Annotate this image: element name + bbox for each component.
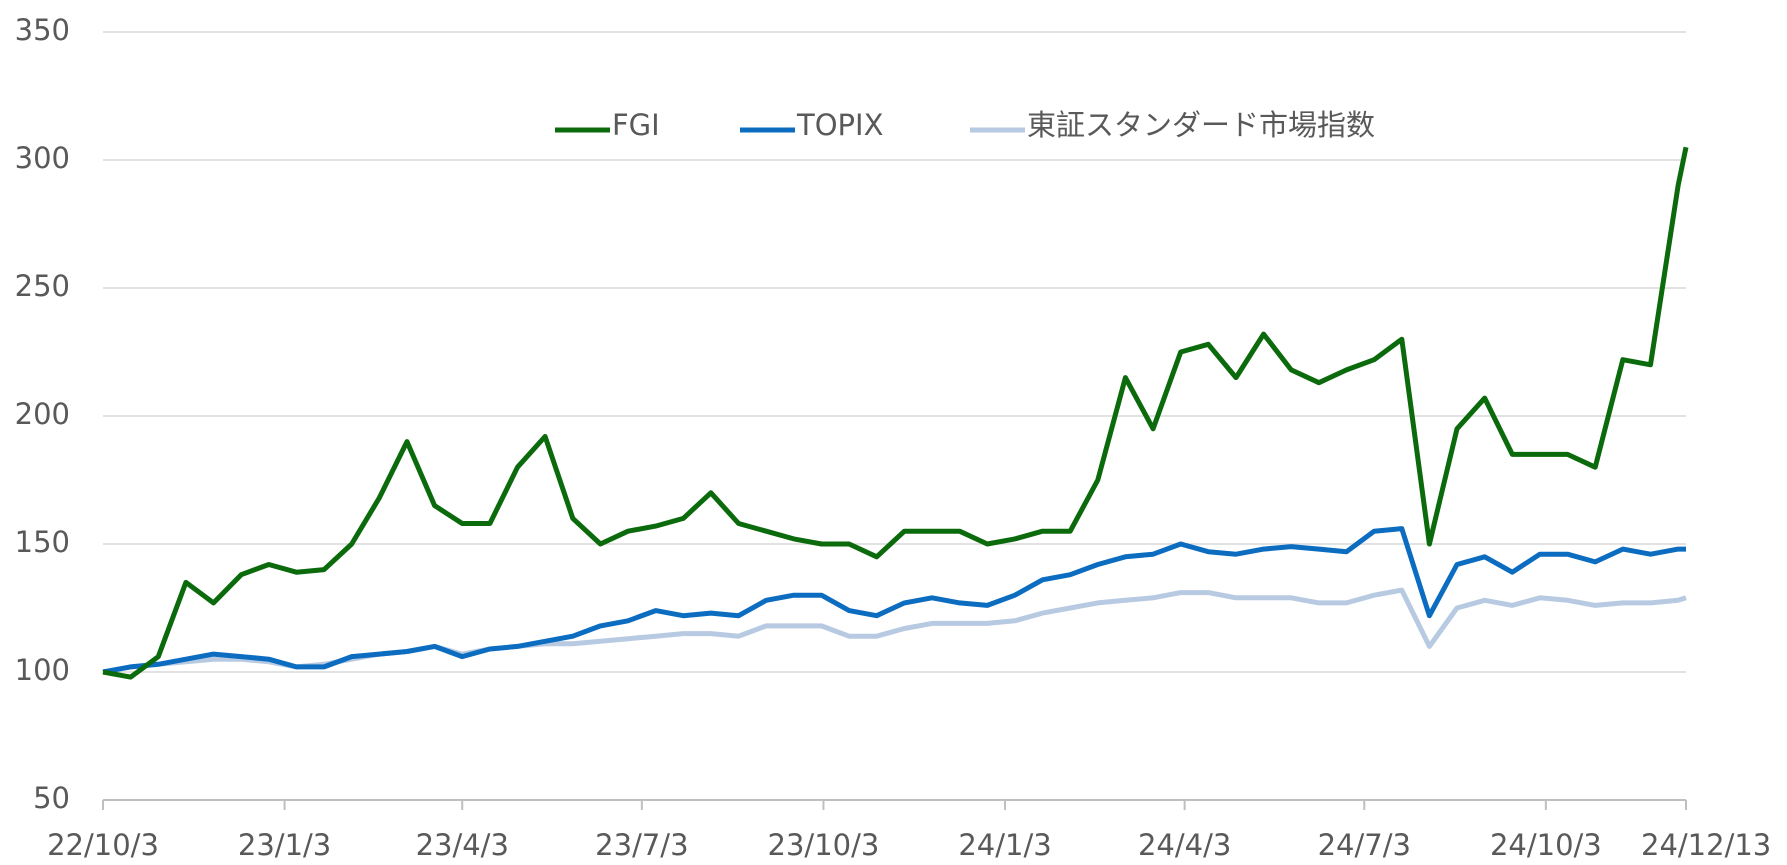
- x-tick-label: 23/10/3: [768, 828, 880, 862]
- x-tick-label: 24/10/3: [1490, 828, 1602, 862]
- y-tick-label: 150: [15, 525, 70, 559]
- legend-label: TOPIX: [796, 108, 883, 142]
- x-tick-label: 23/4/3: [416, 828, 509, 862]
- series-line: [102, 526, 1686, 675]
- x-tick-label: 23/7/3: [595, 828, 688, 862]
- x-tick-label: 22/10/3: [47, 828, 159, 862]
- y-tick-label: 50: [33, 781, 70, 815]
- x-tick-label: 24/12/13: [1641, 828, 1771, 862]
- y-tick-label: 200: [15, 397, 70, 431]
- y-tick-label: 250: [15, 269, 70, 303]
- y-tick-label: 300: [15, 141, 70, 175]
- legend-label: 東証スタンダード市場指数: [1027, 108, 1375, 142]
- x-tick-label: 24/7/3: [1318, 828, 1411, 862]
- y-tick-label: 350: [15, 13, 70, 47]
- legend-label: FGI: [612, 108, 660, 142]
- x-tick-label: 23/1/3: [238, 828, 331, 862]
- y-tick-label: 100: [15, 653, 70, 687]
- x-tick-label: 24/1/3: [958, 828, 1051, 862]
- series-line: [102, 146, 1689, 680]
- x-tick-label: 24/4/3: [1138, 828, 1231, 862]
